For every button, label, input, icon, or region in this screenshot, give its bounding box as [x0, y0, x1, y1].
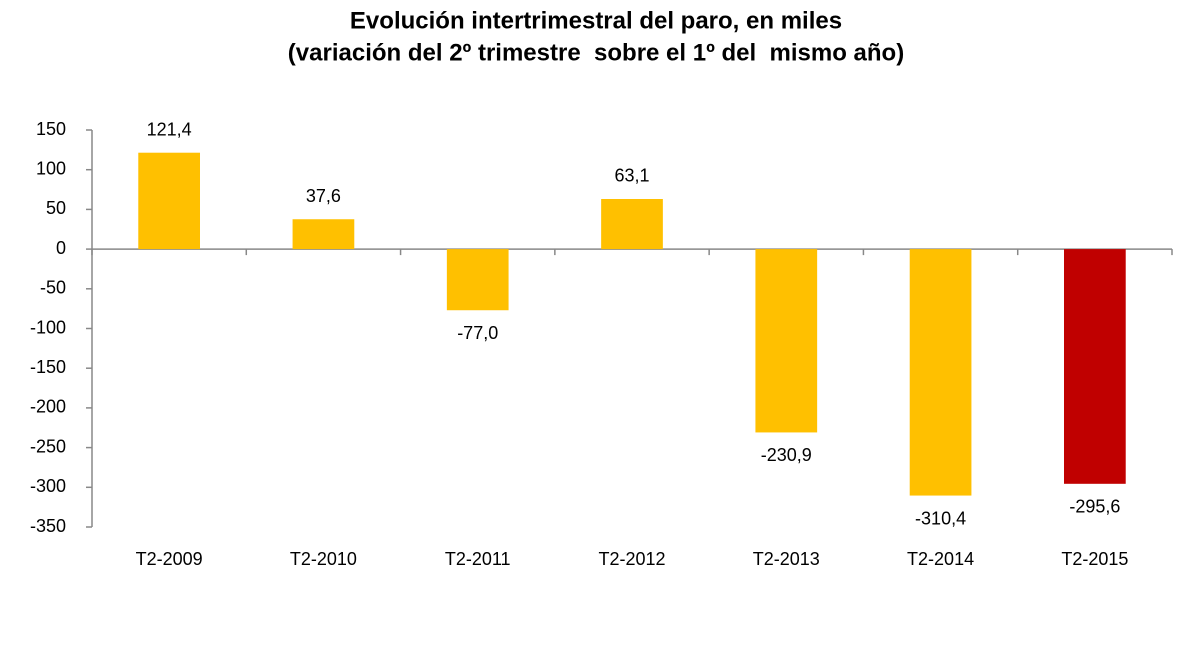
- y-tick-label: 150: [36, 119, 66, 139]
- value-label: 37,6: [306, 186, 341, 206]
- value-label: -77,0: [457, 323, 498, 343]
- bar: [446, 249, 509, 311]
- bar: [138, 152, 200, 250]
- y-tick-label: -350: [30, 516, 66, 536]
- x-tick-label: T2-2013: [753, 549, 820, 569]
- bar: [601, 198, 663, 250]
- y-tick-label: -200: [30, 397, 66, 417]
- x-tick-label: T2-2012: [598, 549, 665, 569]
- value-label: 121,4: [147, 119, 192, 139]
- value-label: -295,6: [1069, 497, 1120, 517]
- bar: [292, 219, 355, 250]
- y-tick-label: 0: [56, 238, 66, 258]
- y-tick-label: -100: [30, 317, 66, 337]
- chart-subtitle: (variación del 2º trimestre sobre el 1º …: [288, 39, 904, 66]
- x-tick-label: T2-2015: [1061, 549, 1128, 569]
- bar: [755, 249, 818, 433]
- value-label: -310,4: [915, 508, 966, 528]
- y-tick-label: -150: [30, 357, 66, 377]
- x-tick-label: T2-2010: [290, 549, 357, 569]
- y-tick-label: -300: [30, 476, 66, 496]
- x-tick-label: T2-2009: [136, 549, 203, 569]
- y-tick-label: 100: [36, 158, 66, 178]
- y-tick-label: 50: [46, 198, 66, 218]
- x-tick-label: T2-2011: [445, 549, 511, 569]
- value-label: 63,1: [614, 166, 649, 186]
- x-tick-label: T2-2014: [907, 549, 974, 569]
- bar: [1064, 249, 1126, 484]
- y-tick-label: -250: [30, 436, 66, 456]
- y-tick-label: -50: [40, 278, 66, 298]
- bar: [909, 249, 972, 496]
- value-label: -230,9: [761, 445, 812, 465]
- chart-title: Evolución intertrimestral del paro, en m…: [350, 7, 842, 34]
